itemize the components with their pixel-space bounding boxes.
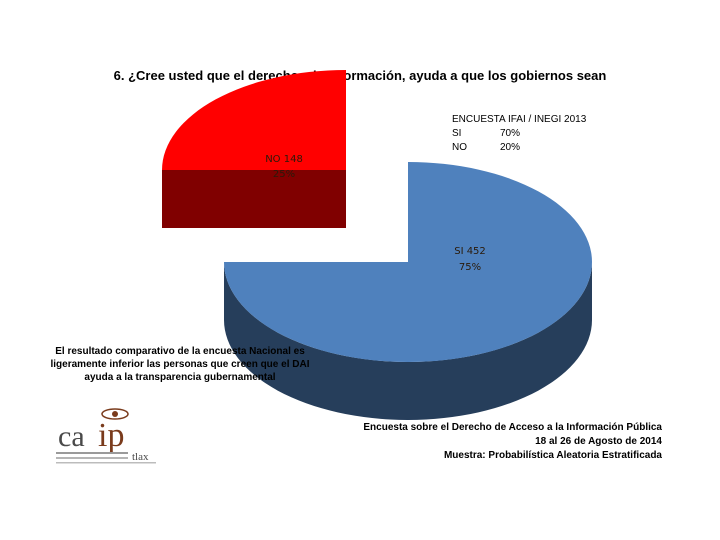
logo-caption-line [56, 462, 156, 464]
logo-pupil [112, 411, 118, 417]
slice-no-percent: 25% [273, 169, 295, 180]
ifai-row-no: NO 20% [452, 141, 586, 155]
comparison-comment: El resultado comparativo de la encuesta … [50, 346, 310, 383]
chart-title: 6. ¿Cree usted que el derecho a la infor… [113, 68, 607, 83]
ifai-title: ENCUESTA IFAI / INEGI 2013 [452, 114, 587, 125]
logo-text-ca: ca [58, 420, 85, 453]
logo-caption-line [56, 457, 128, 459]
slice-no-label: NO 148 [265, 154, 303, 165]
ifai-row-label: NO [452, 142, 467, 153]
ifai-row-label: SI [452, 128, 462, 139]
slice-no [162, 70, 346, 170]
survey-source: Encuesta sobre el Derecho de Acceso a la… [363, 421, 662, 463]
slice-si-percent: 75% [459, 262, 481, 273]
source-line-3: Muestra: Probabilística Aleatoria Estrat… [443, 450, 662, 461]
ifai-row-value: 20% [500, 142, 521, 153]
logo-text-ip: ip [98, 417, 124, 454]
slice-si-side [224, 262, 592, 420]
source-line-2: 18 al 26 de Agosto de 2014 [535, 436, 662, 447]
ifai-row-value: 70% [500, 128, 521, 139]
slice-no-side [162, 170, 346, 228]
logo-caption-line [56, 452, 128, 454]
caip-logo: ca ip tlax [56, 408, 156, 464]
slice-si-label: SI 452 [454, 246, 486, 257]
source-line-1: Encuesta sobre el Derecho de Acceso a la… [363, 422, 662, 433]
logo-text-tlax: tlax [132, 451, 149, 463]
ifai-comparison: ENCUESTA IFAI / INEGI 2013 SI 70% NO 20% [452, 113, 586, 155]
ifai-row-si: SI 70% [452, 127, 586, 141]
logo-eye-icon [101, 408, 129, 420]
slice-si [224, 162, 592, 362]
